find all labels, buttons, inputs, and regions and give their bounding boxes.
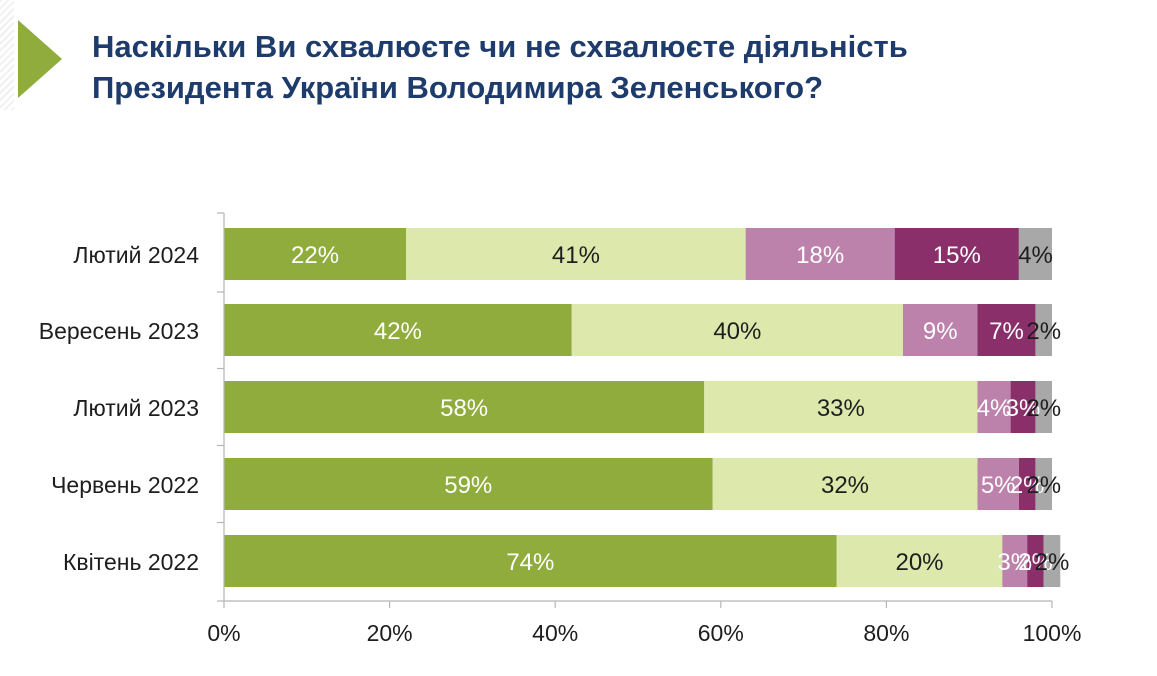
data-label: 3% <box>1006 395 1041 422</box>
x-tick-label: 40% <box>532 620 578 646</box>
bar-segment <box>1035 458 1052 510</box>
category-label: Вересень 2023 <box>39 318 199 344</box>
data-label: 9% <box>923 318 958 345</box>
category-label: Червень 2022 <box>51 472 199 498</box>
data-label: 2% <box>1026 318 1061 345</box>
data-label: 22% <box>291 242 339 269</box>
x-tick-label: 20% <box>367 620 413 646</box>
bar-segment <box>902 304 978 356</box>
bar-segment <box>1035 381 1052 433</box>
bar-segment <box>1002 535 1028 587</box>
data-label: 5% <box>981 472 1016 499</box>
category-label: Лютий 2023 <box>73 395 199 421</box>
data-label: 2% <box>1018 549 1053 576</box>
x-tick-label: 100% <box>1023 620 1082 646</box>
data-label: 2% <box>1026 472 1061 499</box>
category-label: Квітень 2022 <box>63 549 199 575</box>
data-label: 2% <box>1026 395 1061 422</box>
data-label: 4% <box>1018 242 1053 269</box>
bar-segment <box>1018 228 1052 280</box>
bar-segment <box>1010 381 1036 433</box>
data-label: 3% <box>997 549 1032 576</box>
bar-segment <box>977 304 1036 356</box>
chart-title: Наскільки Ви схвалюєте чи не схвалюєте д… <box>92 29 908 105</box>
bar-segment <box>224 304 572 356</box>
bar-segment <box>571 304 903 356</box>
data-label: 32% <box>821 472 869 499</box>
bar-segment <box>224 381 705 433</box>
bar-segment <box>1018 458 1036 510</box>
data-label: 59% <box>444 472 492 499</box>
data-label: 18% <box>796 242 844 269</box>
data-label: 58% <box>440 395 488 422</box>
data-label: 15% <box>933 242 981 269</box>
bar-segment <box>894 228 1019 280</box>
data-label: 41% <box>552 242 600 269</box>
decorative-stripes <box>0 0 14 110</box>
bar-segment <box>977 458 1019 510</box>
data-label: 2% <box>1035 549 1070 576</box>
bar-segment <box>745 228 895 280</box>
data-label: 42% <box>374 318 422 345</box>
bar-segment <box>406 228 746 280</box>
bar-segment <box>224 535 837 587</box>
bar-segment <box>224 228 407 280</box>
data-label: 7% <box>989 318 1024 345</box>
x-tick-label: 0% <box>207 620 240 646</box>
bar-segment <box>704 381 978 433</box>
play-triangle-icon <box>18 20 62 98</box>
bar-segment <box>1035 304 1052 356</box>
bar-segment <box>1043 535 1061 587</box>
bar-segment <box>977 381 1011 433</box>
x-tick-label: 80% <box>863 620 909 646</box>
bar-segment <box>224 458 713 510</box>
x-tick-label: 60% <box>698 620 744 646</box>
bar-segment <box>1027 535 1044 587</box>
category-label: Лютий 2024 <box>73 242 199 268</box>
data-label: 74% <box>506 549 554 576</box>
data-label: 20% <box>895 549 943 576</box>
data-label: 2% <box>1010 472 1045 499</box>
bar-segment <box>836 535 1003 587</box>
data-label: 33% <box>817 395 865 422</box>
bar-segment <box>712 458 978 510</box>
data-label: 40% <box>713 318 761 345</box>
data-label: 4% <box>977 395 1012 422</box>
